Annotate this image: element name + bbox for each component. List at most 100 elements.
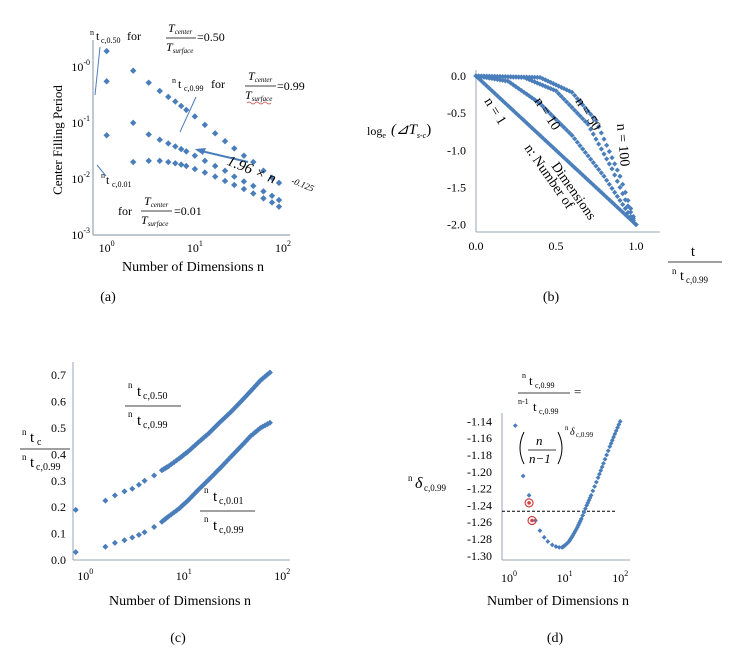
data-point	[121, 537, 128, 544]
data-point	[617, 184, 623, 191]
svg-text:t: t	[680, 269, 684, 284]
svg-text:Tcenter: Tcenter	[248, 69, 272, 84]
panel-b-marks	[473, 73, 639, 228]
data-point	[540, 103, 546, 109]
data-point	[130, 67, 137, 74]
svg-text:n: n	[536, 433, 543, 448]
x-tick-label: 100	[501, 569, 517, 585]
data-point	[268, 174, 276, 181]
panel-c-y-ticks: 0.0 0.1 0.2 0.3 0.4 0.5 0.6 0.7	[51, 368, 66, 567]
y-tick-label: 0.7	[51, 368, 66, 382]
x-tick-label: 100	[77, 567, 93, 583]
data-point	[497, 73, 503, 80]
data-point	[121, 488, 128, 495]
data-point	[553, 88, 559, 94]
data-point	[628, 205, 634, 212]
data-point	[103, 47, 110, 55]
data-point	[604, 177, 610, 183]
data-point	[182, 450, 189, 457]
data-point	[593, 479, 599, 485]
data-point	[593, 117, 599, 124]
data-point	[130, 158, 137, 166]
data-point	[513, 84, 519, 90]
data-point	[558, 93, 564, 99]
data-point	[145, 79, 152, 86]
svg-text:n: n	[672, 266, 677, 276]
svg-text:loge: loge	[367, 124, 386, 140]
data-point	[516, 74, 522, 80]
data-point	[177, 102, 185, 110]
svg-text:c,0.99: c,0.99	[424, 483, 446, 493]
y-tick-label: -0.5	[447, 106, 466, 120]
data-point	[593, 136, 599, 142]
data-point	[275, 203, 283, 210]
y-tick-label: -1.14	[467, 414, 492, 428]
svg-text:n: n	[128, 409, 133, 419]
annotation-ratio-050: nn t c,0.50 for Tcenter Tsurface =0.50	[90, 21, 225, 96]
data-point	[545, 108, 551, 115]
x-tick-label: 101	[187, 239, 203, 255]
panel-b-ylabel: loge (⊿Ts-c)	[367, 122, 431, 140]
data-point	[492, 73, 498, 79]
data-point	[141, 529, 148, 536]
data-point	[526, 93, 532, 99]
data-point	[573, 526, 579, 532]
svg-text:δ: δ	[570, 427, 575, 438]
svg-text:t: t	[30, 430, 35, 446]
data-point	[502, 74, 508, 80]
panel-c-ylabel: n t c n t c,0.99	[20, 427, 70, 473]
data-point	[620, 201, 626, 208]
data-point	[250, 182, 257, 190]
data-point	[191, 113, 199, 120]
data-point	[597, 471, 602, 477]
data-point	[582, 105, 588, 111]
annotation-ratio-099: n t c,0.99 for Tcenter Tsurface =0.99	[172, 69, 305, 133]
data-point	[135, 531, 142, 538]
svg-text:t: t	[137, 384, 142, 400]
data-point	[268, 199, 276, 206]
svg-text:c,0.50: c,0.50	[143, 391, 167, 402]
svg-text:c,0.99: c,0.99	[143, 420, 167, 431]
data-point	[630, 213, 636, 220]
data-point	[510, 74, 516, 80]
data-point	[580, 102, 586, 108]
data-point	[172, 160, 179, 167]
data-point	[582, 149, 588, 156]
panel-d-ylabel: n δ c,0.99	[408, 473, 446, 493]
data-point	[599, 464, 605, 470]
data-point	[141, 477, 148, 484]
data-point	[526, 492, 532, 498]
data-point	[569, 534, 575, 540]
data-point	[201, 169, 209, 176]
svg-text:t: t	[96, 29, 100, 43]
data-point	[213, 422, 220, 429]
data-point	[508, 80, 514, 86]
panel-b-y-ticks: 0.0 -0.5 -1.0 -1.5 -2.0	[447, 69, 466, 232]
data-point	[268, 192, 276, 200]
data-point	[211, 162, 219, 170]
data-point	[558, 122, 564, 128]
data-point	[601, 136, 607, 142]
svg-text:c,0.50: c,0.50	[101, 36, 121, 45]
data-point	[604, 142, 610, 148]
data-point	[569, 132, 575, 138]
data-point	[541, 534, 547, 540]
data-point	[254, 380, 261, 387]
data-point	[135, 481, 142, 488]
svg-text:n: n	[204, 485, 209, 495]
data-point	[156, 157, 163, 165]
svg-text:Tcenter: Tcenter	[144, 194, 168, 209]
data-point	[532, 79, 538, 85]
svg-text:=0.01: =0.01	[174, 204, 202, 218]
data-point	[564, 127, 570, 133]
y-tick-label: 10-1	[71, 114, 90, 130]
panel-a-x-ticks: 100 101 102	[99, 239, 291, 255]
svg-text:for: for	[211, 77, 225, 91]
x-tick-label: 0.5	[549, 239, 564, 253]
data-point	[102, 543, 109, 550]
x-tick-label: 102	[274, 567, 290, 583]
data-point	[598, 146, 604, 152]
data-point	[542, 77, 548, 83]
data-point	[569, 104, 575, 111]
data-point	[165, 158, 172, 166]
